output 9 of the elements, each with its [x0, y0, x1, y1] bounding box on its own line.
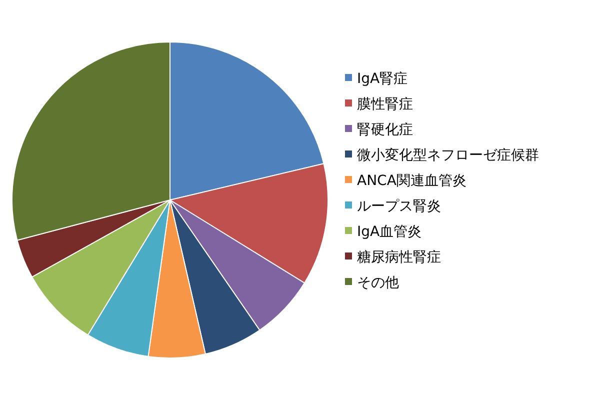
legend-label: IgA腎症	[357, 71, 408, 87]
legend-label: その他	[357, 275, 399, 291]
legend-label: IgA血管炎	[357, 224, 422, 240]
legend-label: ループス腎炎	[357, 198, 441, 214]
legend-label: 微小変化型ネフローゼ症候群	[357, 148, 539, 164]
legend-label: 腎硬化症	[357, 122, 413, 138]
legend-label: 膜性腎症	[357, 96, 413, 112]
legend-label: 糖尿病性腎症	[357, 250, 441, 266]
legend-label: ANCA関連血管炎	[357, 173, 466, 189]
